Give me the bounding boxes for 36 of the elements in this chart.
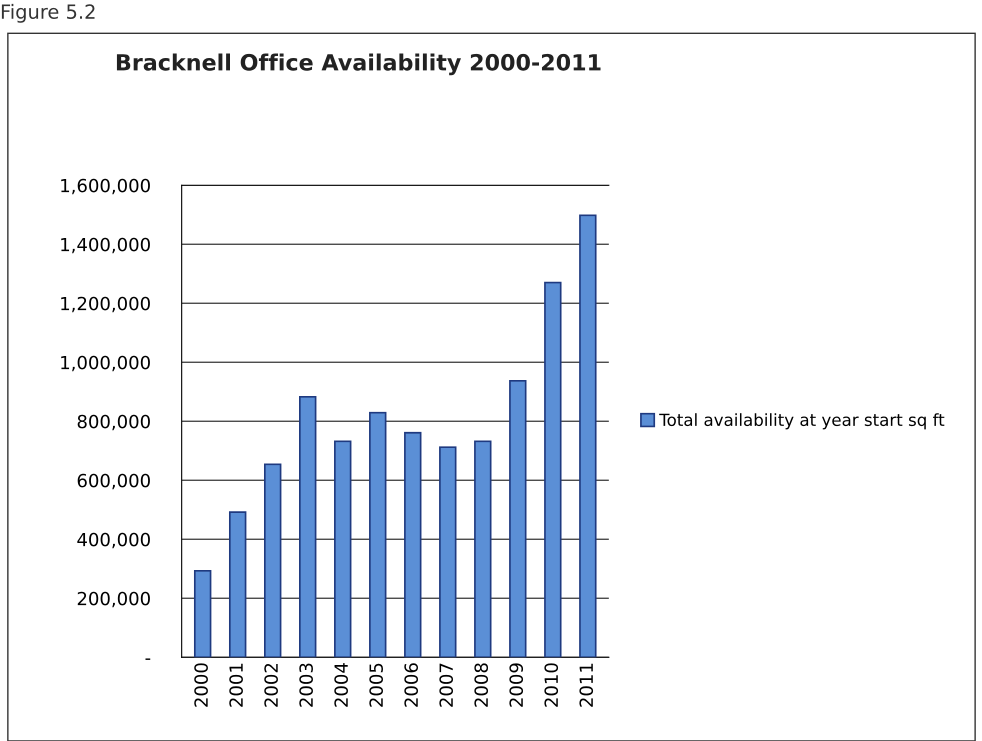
bar [334,440,352,658]
x-tick-label: 2006 [404,663,418,707]
bar [579,214,597,658]
caption: Figure 5.2 [2,4,95,23]
y-tick-label: 1,000,000 [61,356,150,372]
x-tick-label: 2010 [544,663,558,707]
y-tick-label: 600,000 [78,474,150,490]
bar [299,396,316,658]
y-tick-label: 1,600,000 [61,178,150,194]
x-tick-label: 2008 [474,663,488,707]
y-tick-label: 1,200,000 [61,296,150,312]
legend-label: Total availability at year start sq ft [659,413,944,430]
y-tick-label: - [145,658,150,660]
y-tick-label: 200,000 [78,592,150,608]
y-tick-label: 1,400,000 [61,238,150,254]
chart-title: Bracknell Office Availability 2000-2011 [116,54,601,76]
bar [404,432,422,658]
y-tick-label: 800,000 [78,414,150,430]
bar [439,446,456,658]
x-tick-label: 2005 [369,664,383,707]
bar [228,511,246,658]
x-tick-label: 2007 [439,664,454,707]
y-tick-label: 400,000 [77,532,150,548]
bar [544,282,562,658]
x-tick-label: 2003 [299,664,313,707]
x-tick-label: 2009 [509,663,524,707]
bar [509,380,527,658]
x-tick-label: 2000 [194,663,208,707]
bar [194,570,212,658]
x-tick-label: 2002 [264,664,278,707]
bar [369,412,386,658]
x-tick-label: 2004 [334,663,348,707]
bar [474,440,492,658]
bar [264,463,282,658]
x-tick-label: 2011 [579,664,594,707]
x-tick-label: 2001 [229,664,243,707]
